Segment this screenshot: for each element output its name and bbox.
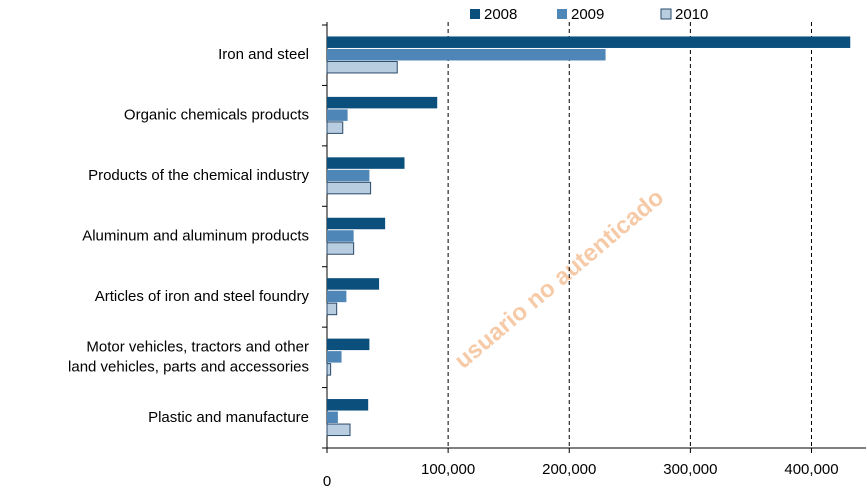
legend-label: 2010 (675, 6, 708, 23)
legend-label: 2009 (571, 6, 604, 23)
bar (326, 242, 355, 255)
x-tick-label: 400,000 (784, 461, 838, 478)
x-tick-label: 0 (323, 473, 331, 490)
legend-swatch (557, 9, 567, 19)
bar (327, 169, 370, 182)
bar (327, 278, 380, 290)
bar (326, 363, 332, 376)
bar (327, 411, 338, 424)
bar (327, 351, 342, 363)
bar (327, 109, 348, 121)
bar (327, 36, 851, 48)
bar (326, 60, 398, 74)
y-tick-label: Motor vehicles, tractors and other land v… (68, 338, 309, 375)
bar (327, 96, 438, 109)
y-tick-label: Iron and steel (218, 46, 309, 63)
bar (326, 423, 351, 437)
bar (327, 217, 386, 230)
x-tick-label: 300,000 (663, 461, 717, 478)
bar (327, 399, 369, 411)
y-tick-label: Plastic and manufacture (148, 409, 309, 426)
legend-swatch (470, 9, 480, 19)
y-tick-label: Aluminum and aluminum products (82, 227, 309, 244)
bar (327, 157, 405, 169)
bar (326, 302, 338, 316)
bar (327, 230, 354, 242)
bar (327, 338, 370, 351)
legend-label: 2008 (484, 6, 517, 23)
x-tick-label: 200,000 (542, 461, 596, 478)
bar (326, 121, 344, 134)
bar (326, 181, 372, 195)
y-tick-label: Organic chemicals products (124, 107, 309, 124)
bar (327, 290, 347, 303)
y-tick-label: Products of the chemical industry (88, 167, 309, 184)
legend-swatch (660, 8, 672, 20)
bar (327, 48, 606, 61)
y-tick-label: Articles of iron and steel foundry (95, 288, 310, 305)
x-tick-label: 100,000 (421, 461, 475, 478)
watermark: usuario no autenticado (449, 184, 669, 374)
